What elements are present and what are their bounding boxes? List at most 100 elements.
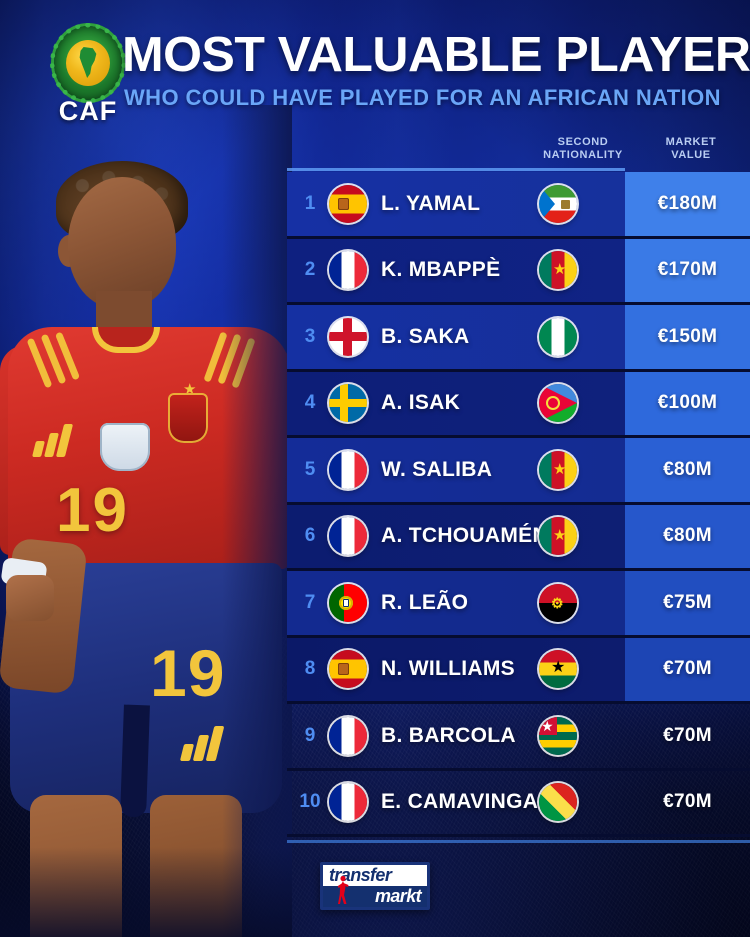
- flag-france-icon: [329, 450, 367, 489]
- jersey-collar-inner: [98, 327, 154, 347]
- adidas-logo-icon: [32, 423, 82, 457]
- table-row[interactable]: 9 B. BARCOLA ★ €70M: [287, 704, 750, 771]
- table-row[interactable]: 5 W. SALIBA ★ €80M: [287, 438, 750, 505]
- second-nationality-cell: ⚙: [539, 571, 577, 635]
- jersey-number: 19: [56, 476, 129, 545]
- rank-number: 5: [304, 458, 316, 480]
- flag-ghana-icon: ★: [539, 650, 577, 689]
- flag-spain-icon: [329, 184, 367, 223]
- player-name: K. MBAPPÈ: [381, 258, 501, 282]
- player-name: B. SAKA: [381, 324, 470, 348]
- caf-wordmark: CAF: [58, 96, 118, 126]
- player-name: A. TCHOUAMÉNI: [381, 524, 555, 548]
- rank-number: 1: [304, 192, 316, 214]
- player-head: [68, 177, 176, 309]
- rank-number: 3: [304, 325, 316, 347]
- second-nationality-cell: ★: [539, 505, 577, 569]
- flag-eritrea-icon: [539, 384, 577, 423]
- column-header-second-nationality-line2: NATIONALITY: [543, 149, 623, 161]
- market-value: €150M: [625, 305, 750, 369]
- second-nationality-cell: ★: [539, 438, 577, 502]
- player-name: A. ISAK: [381, 391, 461, 415]
- player-name: R. LEÃO: [381, 590, 469, 614]
- jersey-badge-patch: [100, 423, 150, 471]
- row-player-cell[interactable]: 1 L. YAMAL: [287, 172, 625, 236]
- rank-number: 7: [304, 591, 316, 613]
- table-row[interactable]: 7 R. LEÃO ⚙ €75M: [287, 571, 750, 638]
- table-row[interactable]: 8 N. WILLIAMS ★ €70M: [287, 637, 750, 704]
- second-nationality-cell: ★: [539, 638, 577, 702]
- header: CAF MOST VALUABLE PLAYERS WHO COULD HAVE…: [0, 0, 750, 128]
- second-nationality-cell: [539, 771, 577, 835]
- caf-globe-icon: [66, 40, 110, 86]
- table-row[interactable]: 6 A. TCHOUAMÉNI ★ €80M: [287, 504, 750, 571]
- row-player-cell[interactable]: 7 R. LEÃO ⚙: [287, 571, 625, 635]
- column-header-second-nationality-line1: SECOND: [557, 136, 609, 148]
- rank-number: 10: [299, 791, 321, 813]
- flag-cameroon-icon: ★: [539, 517, 577, 556]
- market-value: €70M: [663, 724, 712, 746]
- table-header-row: SECOND NATIONALITY MARKET VALUE: [287, 136, 750, 172]
- market-value: €75M: [625, 571, 750, 635]
- flag-england-icon: [329, 317, 367, 356]
- market-value: €100M: [625, 371, 750, 435]
- market-value: €80M: [625, 438, 750, 502]
- market-value: €80M: [625, 504, 750, 568]
- caf-wreath-icon: [50, 23, 126, 103]
- table-row[interactable]: 2 K. MBAPPÈ ★ €170M: [287, 238, 750, 305]
- player-photo: ★ 19 19: [0, 105, 292, 937]
- player-name: N. WILLIAMS: [381, 657, 515, 681]
- rank-number: 6: [304, 525, 316, 547]
- table-top-rule: [287, 168, 625, 171]
- row-player-cell[interactable]: 6 A. TCHOUAMÉNI ★: [287, 504, 625, 569]
- flag-congo-icon: [539, 783, 577, 822]
- second-nationality-cell: [539, 372, 577, 436]
- flag-france-icon: [329, 716, 367, 755]
- africa-continent-icon: [79, 47, 97, 78]
- player-name: W. SALIBA: [381, 457, 493, 481]
- shorts-split: [120, 704, 150, 818]
- table-row[interactable]: 3 B. SAKA €150M: [287, 305, 750, 372]
- transfermarkt-runner-icon: [337, 875, 349, 904]
- second-nationality-cell: ★: [539, 239, 577, 303]
- second-nationality-cell: [539, 172, 577, 236]
- spain-crest-icon: [168, 393, 208, 443]
- flag-france-icon: [329, 783, 367, 822]
- second-nationality-cell: ★: [539, 704, 577, 768]
- players-table: SECOND NATIONALITY MARKET VALUE 1 L. YAMA…: [287, 136, 750, 843]
- row-player-cell[interactable]: 3 B. SAKA: [287, 305, 625, 369]
- transfermarkt-wordmark-bottom: markt: [323, 886, 427, 907]
- column-header-market-value: MARKET VALUE: [635, 136, 747, 162]
- player-name: L. YAMAL: [381, 191, 481, 215]
- player-fist: [6, 575, 54, 621]
- player-name: E. CAMAVINGA: [381, 790, 539, 814]
- column-header-market-value-line1: MARKET: [665, 136, 717, 148]
- market-value: €180M: [625, 172, 750, 236]
- caf-logo-icon: CAF: [36, 23, 140, 126]
- row-player-cell[interactable]: 4 A. ISAK: [287, 371, 625, 436]
- rank-number: 9: [304, 724, 316, 746]
- photo-fade-right: [222, 105, 292, 937]
- flag-angola-icon: ⚙: [539, 583, 577, 622]
- flag-equatorial-guinea-icon: [539, 184, 577, 223]
- table-body: 1 L. YAMAL €180M 2 K. MBAPPÈ ★ €170M 3 B. SAKA €1…: [287, 168, 750, 843]
- player-name: B. BARCOLA: [381, 723, 516, 747]
- transfermarkt-logo[interactable]: transfer markt: [320, 862, 430, 910]
- row-player-cell[interactable]: 2 K. MBAPPÈ ★: [287, 238, 625, 303]
- row-player-cell[interactable]: 9 B. BARCOLA ★: [287, 704, 625, 768]
- table-row[interactable]: 1 L. YAMAL €180M: [287, 172, 750, 239]
- row-player-cell[interactable]: 5 W. SALIBA ★: [287, 438, 625, 502]
- flag-france-icon: [329, 517, 367, 556]
- column-header-second-nationality: SECOND NATIONALITY: [535, 136, 631, 162]
- row-player-cell[interactable]: 10 E. CAMAVINGA: [287, 771, 625, 835]
- shorts-number: 19: [150, 636, 226, 710]
- table-row[interactable]: 10 E. CAMAVINGA €70M: [287, 771, 750, 837]
- rank-number: 4: [304, 392, 316, 414]
- table-bottom-rule: [287, 840, 750, 843]
- row-player-cell[interactable]: 8 N. WILLIAMS ★: [287, 637, 625, 702]
- table-row[interactable]: 4 A. ISAK €100M: [287, 371, 750, 438]
- flag-nigeria-icon: [539, 317, 577, 356]
- rank-number: 8: [304, 658, 316, 680]
- flag-portugal-icon: [329, 583, 367, 622]
